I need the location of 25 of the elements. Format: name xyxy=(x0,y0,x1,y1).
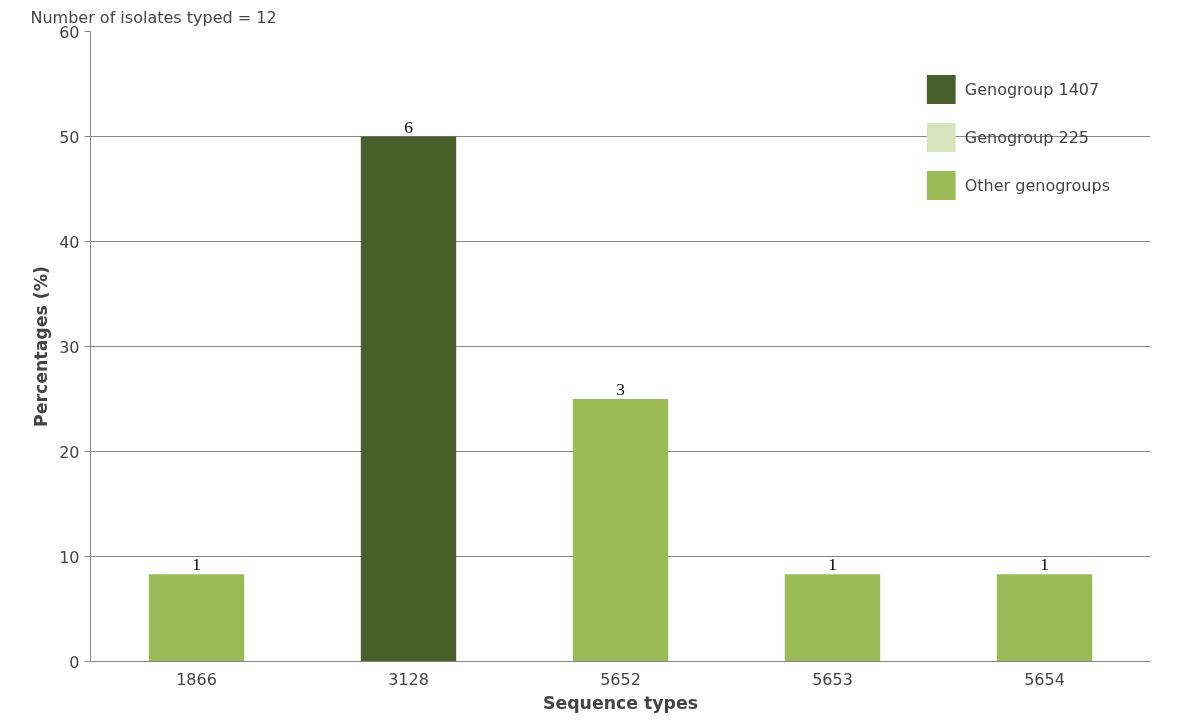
x-tick-label: 5652 xyxy=(600,669,641,689)
y-tick-label: 40 xyxy=(59,232,80,252)
y-tick-label: 50 xyxy=(59,127,80,147)
x-tick-label: 3128 xyxy=(388,669,429,689)
legend-label: Genogroup 1407 xyxy=(964,79,1100,99)
bar xyxy=(360,136,457,662)
annotation: 1 xyxy=(828,555,837,575)
bar xyxy=(996,574,1093,662)
y-tick-label: 0 xyxy=(69,652,80,672)
annotation: 1 xyxy=(192,555,201,575)
bar xyxy=(148,574,245,662)
x-tick-label: 5653 xyxy=(812,669,853,689)
x-tick-label: 5654 xyxy=(1024,669,1065,689)
annotation: 1 xyxy=(1040,555,1049,575)
y-tick-label: 10 xyxy=(59,547,80,567)
bar xyxy=(784,574,881,662)
y-tick-label: 20 xyxy=(59,442,80,462)
bar xyxy=(572,399,669,662)
annotation: 6 xyxy=(404,117,414,137)
y-axis-title: Percentages (%) xyxy=(31,265,52,428)
legend-label: Other genogroups xyxy=(964,175,1110,195)
annotation: 3 xyxy=(616,380,625,399)
y-tick-label: 30 xyxy=(59,337,80,357)
x-axis-title: Sequence types xyxy=(542,692,699,713)
x-tick-label: 1866 xyxy=(176,669,217,689)
